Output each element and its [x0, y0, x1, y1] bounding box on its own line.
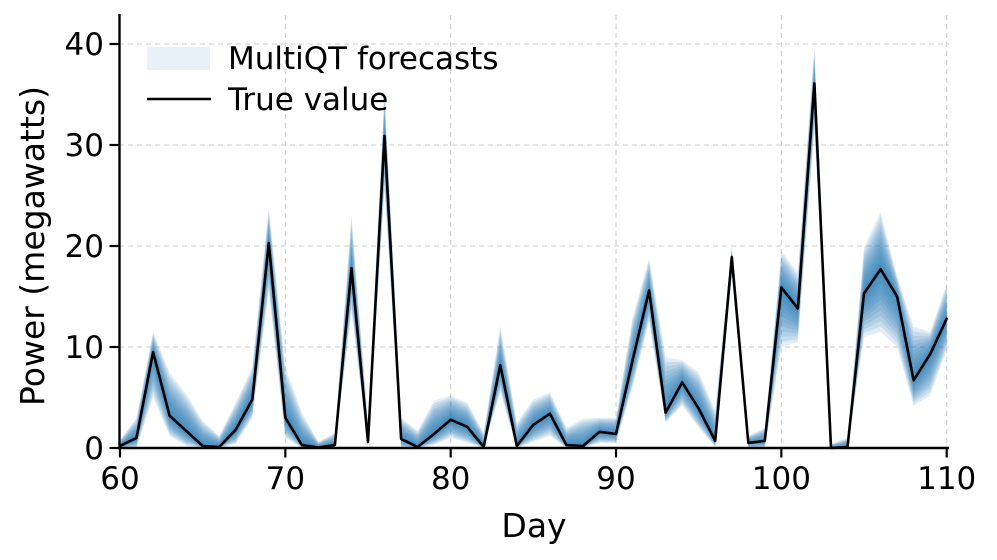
true-value-line-group: [118, 82, 949, 450]
x-tick-label-80: 80: [431, 461, 470, 497]
y-tick-label-30: 30: [65, 128, 104, 164]
x-axis-label: Day: [501, 506, 566, 545]
legend: MultiQT forecasts True value: [147, 41, 498, 118]
grid-layer: [119, 15, 949, 447]
true-value-polyline: [118, 82, 949, 450]
y-tick-label-10: 10: [65, 330, 104, 366]
tick-labels-layer: 60 70 80 90 100 110 0 10 20 30 40: [65, 27, 977, 497]
x-tick-label-60: 60: [100, 461, 139, 497]
y-axis-label: Power (megawatts): [13, 86, 52, 406]
legend-band-swatch: [147, 47, 210, 70]
x-tick-label-110: 110: [917, 461, 976, 497]
x-tick-label-70: 70: [266, 461, 305, 497]
y-tick-label-20: 20: [65, 229, 104, 265]
legend-line-label: True value: [227, 82, 388, 118]
y-tick-label-40: 40: [65, 27, 104, 63]
y-tick-label-0: 0: [84, 431, 104, 467]
x-tick-label-100: 100: [752, 461, 811, 497]
x-tick-label-90: 90: [596, 461, 635, 497]
axes-layer: [109, 14, 949, 458]
legend-band-label: MultiQT forecasts: [228, 41, 498, 77]
